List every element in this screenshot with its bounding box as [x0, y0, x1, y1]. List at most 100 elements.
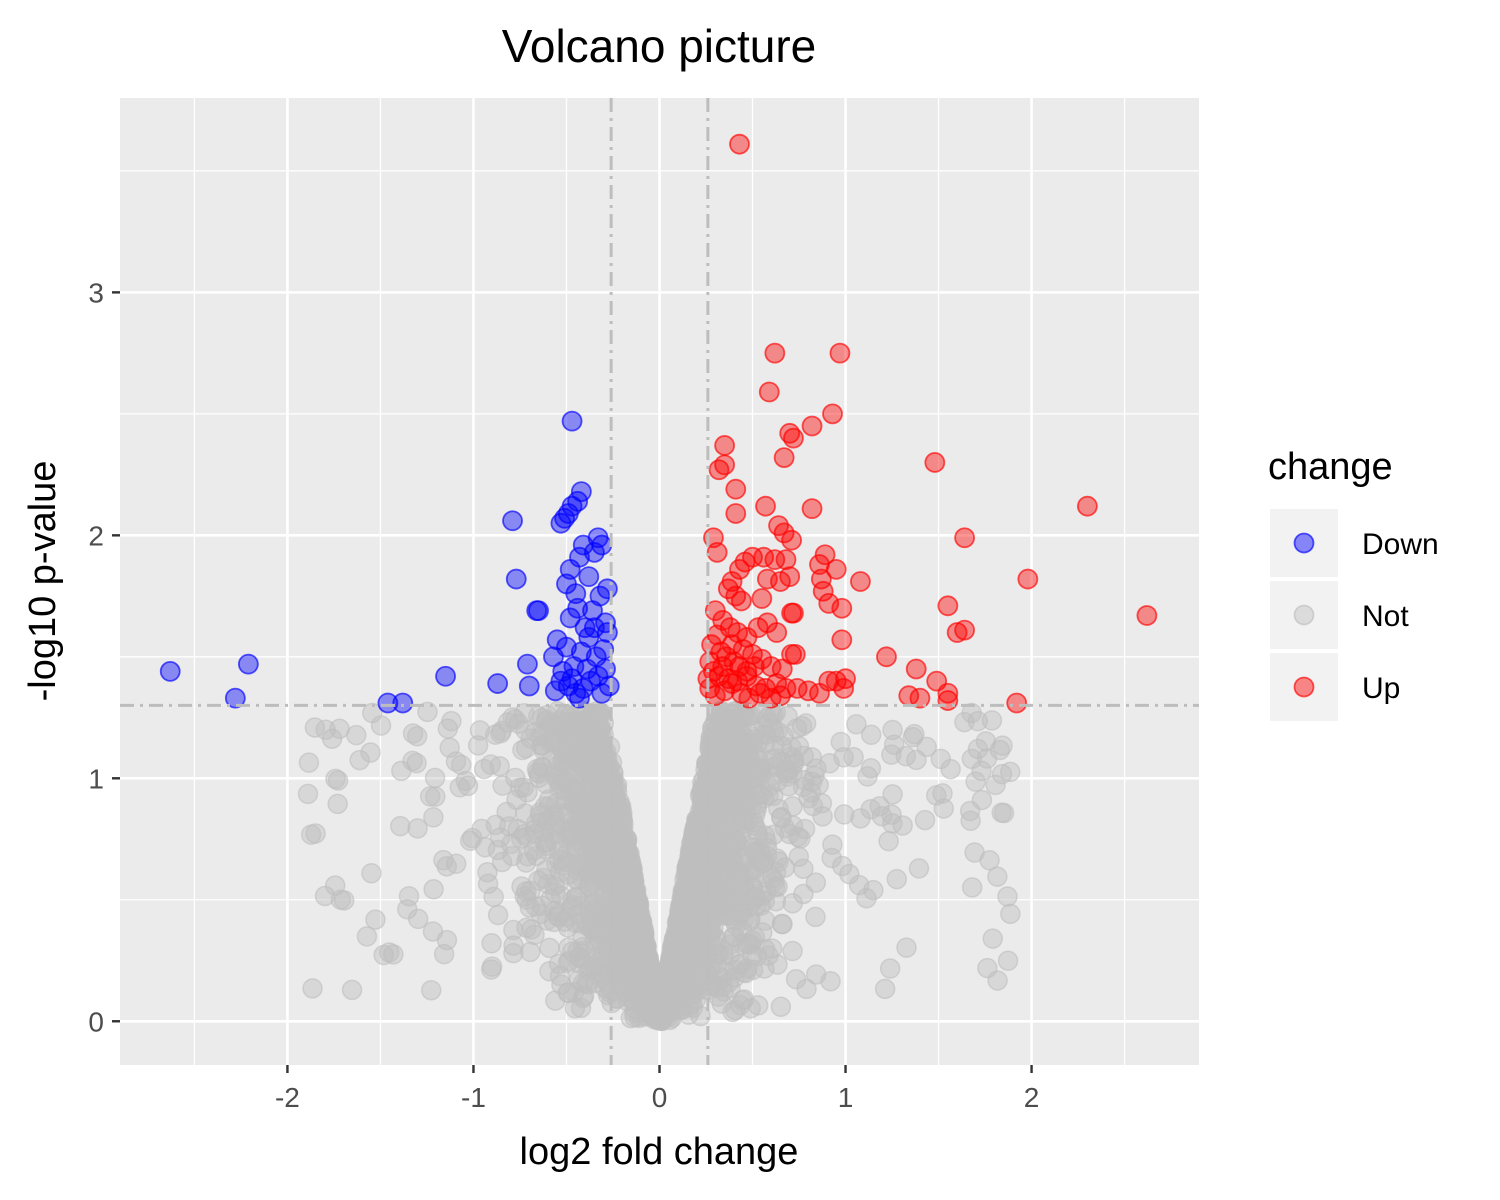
down-point	[518, 675, 540, 697]
not-point	[860, 724, 882, 746]
not-point	[612, 911, 633, 932]
down-point	[392, 692, 414, 714]
not-point	[361, 862, 382, 884]
not-point	[712, 844, 734, 866]
not-point	[820, 971, 841, 992]
up-point	[781, 529, 802, 551]
not-point	[391, 760, 412, 782]
not-point	[539, 960, 560, 982]
down-point	[237, 653, 259, 675]
not-point	[702, 729, 724, 750]
not-point	[487, 904, 509, 926]
not-point	[860, 758, 882, 779]
not-point	[417, 701, 438, 723]
up-point	[1006, 692, 1028, 714]
not-point	[786, 718, 808, 739]
not-point	[327, 793, 348, 815]
not-point	[874, 978, 896, 1000]
legend: change Down Not Up	[1268, 446, 1439, 721]
up-point	[1076, 495, 1098, 517]
not-point	[987, 970, 1008, 991]
up-point	[835, 668, 856, 690]
up-point	[730, 590, 752, 612]
not-point	[747, 995, 769, 1016]
not-point	[562, 738, 584, 759]
not-point	[517, 846, 538, 867]
not-point	[390, 815, 411, 837]
down-point	[591, 534, 613, 556]
not-point	[471, 818, 492, 840]
not-point	[422, 921, 444, 942]
not-point	[516, 889, 538, 910]
down-point	[502, 510, 523, 532]
not-point	[512, 739, 533, 761]
y-axis: 0 1 2 3	[88, 277, 120, 1037]
y-axis-title: -log10 p-value	[22, 461, 64, 702]
not-significant-points	[297, 700, 1021, 1032]
not-point	[539, 937, 560, 959]
not-point	[882, 784, 903, 805]
not-point	[763, 824, 785, 845]
not-point	[981, 710, 1003, 731]
up-point	[822, 403, 843, 425]
not-point	[1000, 903, 1021, 925]
up-point	[729, 133, 750, 155]
down-point	[505, 568, 527, 590]
not-point	[997, 950, 1019, 971]
not-point	[914, 809, 936, 831]
up-point	[743, 656, 765, 677]
not-point	[469, 720, 491, 741]
not-point	[503, 942, 524, 964]
up-point	[706, 541, 728, 563]
not-point	[546, 755, 568, 777]
not-point	[497, 712, 519, 733]
not-point	[989, 739, 1011, 761]
not-point	[908, 858, 930, 879]
not-point	[881, 804, 902, 825]
not-point	[356, 926, 378, 947]
not-point	[775, 759, 797, 781]
not-point	[305, 823, 326, 844]
not-point	[985, 774, 1006, 796]
not-point	[886, 868, 908, 890]
not-point	[770, 996, 792, 1017]
not-point	[782, 940, 803, 962]
not-point	[561, 897, 582, 919]
not-point	[965, 771, 986, 792]
not-point	[805, 872, 827, 893]
not-point	[833, 804, 855, 825]
y-tick-label: 2	[88, 520, 104, 551]
legend-label-down: Down	[1362, 528, 1439, 561]
x-tick-label: 1	[838, 1082, 854, 1113]
not-point	[713, 760, 735, 781]
up-point	[725, 478, 747, 500]
up-point	[721, 634, 743, 656]
down-point	[583, 617, 605, 639]
not-point	[762, 718, 783, 739]
not-point	[622, 883, 644, 905]
not-point	[449, 777, 471, 798]
not-point	[879, 958, 901, 979]
not-point	[755, 881, 777, 903]
down-point	[598, 675, 620, 697]
not-point	[481, 959, 502, 980]
not-point	[548, 873, 569, 894]
not-point	[961, 877, 983, 898]
not-point	[753, 852, 774, 874]
not-point	[433, 849, 454, 871]
not-point	[423, 879, 444, 900]
down-point	[578, 566, 600, 588]
not-point	[487, 839, 509, 861]
down-point	[561, 668, 583, 690]
not-point	[420, 979, 442, 1001]
not-point	[535, 773, 557, 794]
not-point	[621, 858, 643, 879]
up-point	[784, 643, 806, 665]
down-point	[559, 607, 581, 629]
not-point	[402, 723, 424, 744]
up-point	[850, 571, 871, 592]
up-point	[751, 588, 773, 609]
not-point	[592, 780, 613, 802]
not-point	[878, 830, 899, 852]
not-point	[722, 1001, 743, 1023]
